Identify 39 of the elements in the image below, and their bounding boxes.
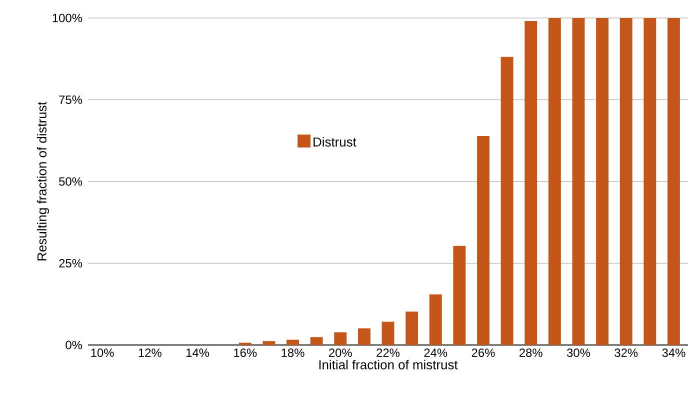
bar <box>262 341 276 345</box>
x-tick-label: 12% <box>138 348 162 357</box>
x-tick-label: 30% <box>566 348 590 357</box>
y-axis-title: Resulting fraction of distrust <box>36 102 50 260</box>
bar <box>382 322 394 345</box>
x-axis-title: Initial fraction of mistrust <box>319 360 458 370</box>
x-tick-label: 24% <box>424 348 448 357</box>
x-tick-label: 26% <box>472 348 495 357</box>
bar <box>667 18 680 345</box>
bar <box>453 246 466 345</box>
x-tick-label: 20% <box>329 348 352 357</box>
bar <box>477 136 490 345</box>
bar <box>548 18 561 345</box>
x-tick-label: 22% <box>376 348 400 357</box>
x-tick-label: 32% <box>614 348 638 357</box>
bar <box>596 18 609 345</box>
bar <box>406 312 418 345</box>
bar <box>572 18 585 345</box>
bar <box>429 294 442 345</box>
bar <box>500 56 514 345</box>
bar <box>334 332 347 345</box>
bar <box>524 20 538 345</box>
y-tick-label: 50% <box>59 177 82 186</box>
bar <box>620 18 632 345</box>
y-tick-label: 100% <box>52 14 82 22</box>
y-tick-label: 0% <box>66 340 82 350</box>
x-tick-label: 28% <box>519 348 542 357</box>
y-tick-label: 75% <box>59 96 82 104</box>
bar <box>358 328 370 345</box>
x-tick-label: 16% <box>234 348 257 357</box>
bar <box>644 18 656 345</box>
x-tick-label: 10% <box>91 348 114 357</box>
x-tick-label: 34% <box>662 348 686 357</box>
x-tick-label: 14% <box>186 348 210 357</box>
x-tick-label: 18% <box>282 348 304 357</box>
y-tick-label: 25% <box>59 259 82 268</box>
legend-label: Distrust <box>314 137 356 147</box>
bar <box>310 337 323 345</box>
bar <box>286 340 299 345</box>
